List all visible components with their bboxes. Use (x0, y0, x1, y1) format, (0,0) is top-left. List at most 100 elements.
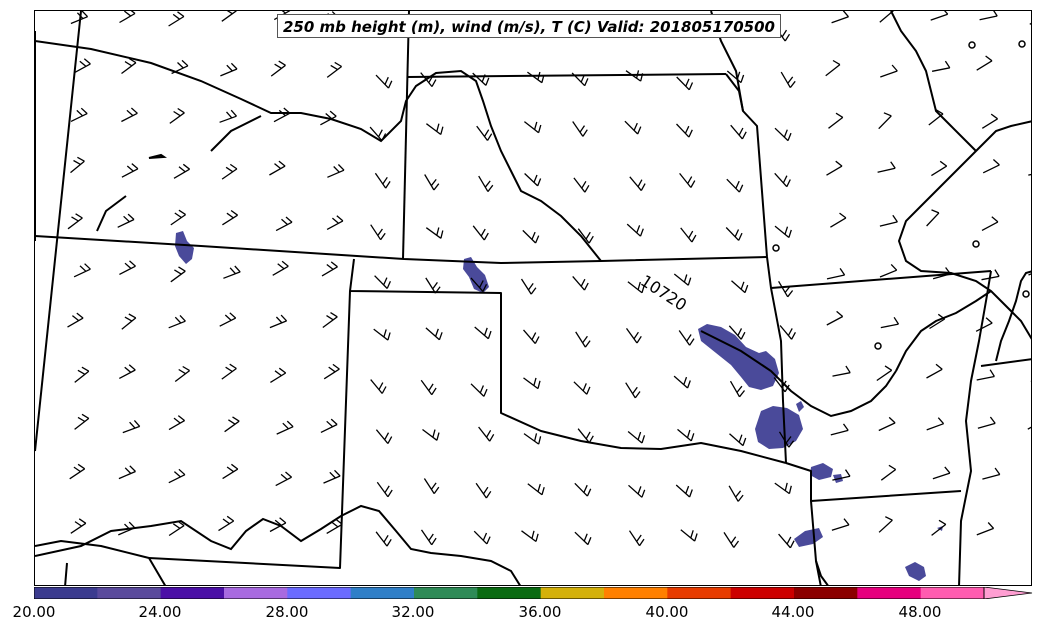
wind-barb-feather (431, 79, 437, 87)
wind-barb-feather (430, 482, 437, 490)
wind-barb-shaft (629, 176, 642, 192)
wind-barb-feather (79, 265, 87, 272)
wind-barb-shaft (977, 422, 996, 429)
height-contours (35, 11, 1031, 585)
wind-barb-shaft (420, 529, 433, 546)
wind-barb-feather (434, 328, 439, 337)
wind-barb-feather (842, 423, 849, 431)
wind-barb-shaft (878, 422, 896, 432)
wind-barb-shaft (320, 115, 337, 126)
wind-barb-feather (788, 485, 792, 494)
wind-barb-feather (329, 471, 336, 479)
wind-barb-shaft (878, 115, 892, 130)
wind-barb-shaft (221, 11, 237, 22)
wind-barb-shaft (326, 220, 344, 230)
wind-barb-feather (432, 282, 438, 290)
wind-barb-feather (994, 467, 1001, 475)
wind-barb-feather (636, 225, 641, 234)
wind-barb-feather (383, 329, 387, 338)
wind-barb-feather (286, 420, 294, 428)
temp-blob (175, 231, 194, 264)
wind-barb-feather (282, 422, 289, 430)
wind-barb-feather (274, 370, 282, 377)
wind-barb-feather (130, 107, 138, 114)
wind-barb-feather (229, 363, 237, 370)
wind-barb-shaft (625, 328, 638, 344)
border-line (35, 540, 166, 585)
wind-barb-shaft (774, 172, 788, 188)
colorbar-segment (414, 587, 478, 599)
height-contour-line (895, 290, 992, 372)
border-line (148, 290, 351, 569)
wind-barb-feather (278, 60, 286, 66)
wind-barb-feather (738, 232, 743, 241)
wind-barb-feather (278, 109, 286, 117)
wind-barb-shaft (221, 367, 237, 380)
wind-barb-feather (83, 58, 91, 65)
wind-barb-feather (486, 429, 492, 438)
wind-barb-shaft (877, 167, 896, 173)
wind-barb-shaft (523, 433, 540, 445)
wind-barb-feather (541, 487, 545, 495)
wind-barb-feather (537, 380, 541, 389)
wind-barb-shaft (323, 475, 341, 484)
wind-barb-feather (844, 469, 851, 477)
wind-barb-shaft (168, 474, 186, 484)
wind-barb-feather (541, 74, 545, 83)
wind-barb-shaft (475, 482, 487, 499)
wind-barb-feather (126, 165, 134, 172)
wind-barb-shaft (478, 175, 489, 192)
wind-barb-feather (285, 216, 293, 223)
colorbar-segment (604, 587, 668, 599)
wind-barb-shaft (931, 523, 947, 536)
wind-barb-feather (687, 277, 692, 286)
wind-barb-shaft (778, 280, 789, 298)
wind-barb-feather (172, 13, 180, 20)
wind-barb-feather (944, 466, 951, 474)
wind-barb-shaft (826, 165, 843, 176)
station-circle (972, 240, 980, 248)
wind-barb-feather (174, 316, 182, 324)
wind-barb-shaft (474, 326, 489, 340)
wind-barb-feather (230, 209, 238, 216)
temp-blob (755, 406, 803, 449)
colorbar-segment (34, 587, 98, 599)
wind-barb-shaft (673, 375, 689, 389)
wind-barb-feather (581, 180, 587, 189)
wind-barb-feather (931, 209, 940, 214)
wind-barb-feather (485, 490, 492, 499)
wind-barb-shaft (270, 372, 287, 383)
wind-barb-shaft (728, 325, 742, 340)
wind-barb-shaft (222, 214, 238, 226)
wind-barb-feather (635, 70, 640, 79)
wind-barb-shaft (931, 165, 948, 177)
wind-barb-feather (76, 12, 84, 20)
wind-barb-shaft (269, 165, 286, 176)
wind-barb-feather (124, 467, 132, 474)
wind-barb-feather (636, 335, 642, 344)
wind-barb-shaft (70, 160, 85, 174)
wind-barb-shaft (67, 217, 83, 230)
wind-barb-shaft (273, 112, 291, 123)
wind-barb-feather (331, 217, 339, 224)
wind-barb-feather (177, 415, 186, 422)
border-line (725, 73, 787, 464)
wind-barb-feather (992, 159, 1000, 166)
wind-barb-feather (744, 284, 749, 293)
wind-barb-shaft (729, 433, 744, 447)
wind-barb-shaft (320, 423, 338, 433)
wind-barb-feather (334, 61, 342, 68)
wind-barb-shaft (527, 483, 543, 496)
wind-barb-feather (285, 471, 293, 478)
wind-barb-feather (330, 64, 338, 71)
wind-barb-feather (938, 519, 947, 525)
wind-barb-feather (328, 366, 336, 373)
colorbar-segment (350, 587, 415, 599)
wind-barb-feather (77, 463, 86, 470)
wind-barb-feather (587, 536, 592, 545)
wind-barb-shaft (117, 218, 135, 228)
wind-barb-feather (533, 174, 538, 183)
wind-barb-shaft (521, 530, 537, 543)
colorbar-tick-label: 24.00 (138, 603, 182, 621)
wind-barb-shaft (876, 369, 893, 382)
